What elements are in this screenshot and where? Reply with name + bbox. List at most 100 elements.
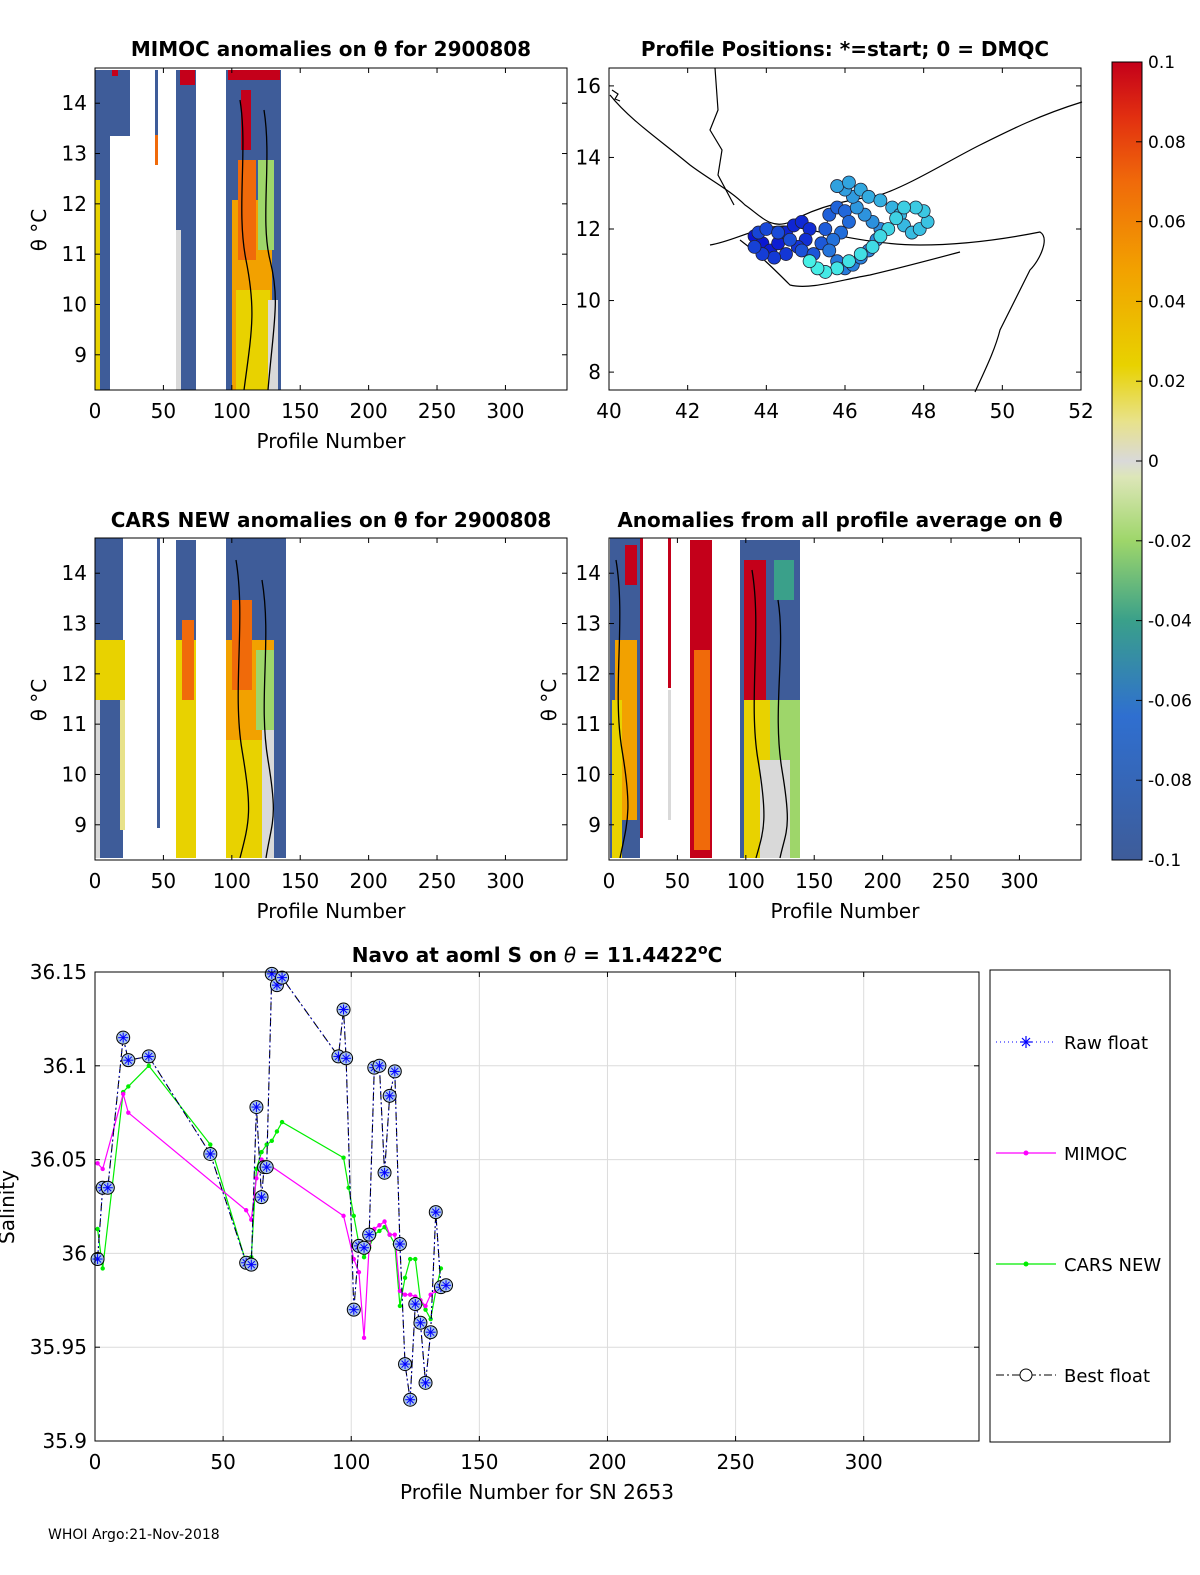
series-raw-float-marker bbox=[251, 1102, 262, 1113]
series-raw-float-marker bbox=[338, 1004, 349, 1015]
series-cars-new-point bbox=[377, 1228, 382, 1234]
y-tick-label: 12 bbox=[62, 192, 87, 216]
y-tick-label: 10 bbox=[62, 762, 87, 786]
series-mimoc-point bbox=[387, 1232, 392, 1237]
panel-salinity-xlabel: Profile Number for SN 2653 bbox=[400, 1480, 674, 1504]
profile-position-marker bbox=[889, 211, 904, 226]
y-tick-label: 12 bbox=[576, 217, 601, 241]
colorbar: 0.1 0.08 0.06 0.04 0.02 0 -0.02 -0.04 -0.06 -0.08… bbox=[1111, 53, 1192, 871]
series-raw-float-marker bbox=[359, 1242, 370, 1253]
series-mimoc-point bbox=[126, 1110, 131, 1115]
panel-average-axes: 0 50 100 150 200 250 300 9 10 11 12 13 14 bbox=[576, 538, 1081, 893]
series-mimoc-point bbox=[392, 1232, 397, 1237]
series-raw-float-line bbox=[97, 973, 447, 1400]
profile-position-marker bbox=[842, 254, 856, 269]
salinity-title-prefix: Navo at aoml S on bbox=[352, 943, 564, 967]
legend-item-cars-new: CARS NEW bbox=[996, 1255, 1161, 1276]
series-mimoc-point bbox=[254, 1176, 259, 1181]
profile-position-markers bbox=[747, 175, 935, 279]
x-tick-label: 46 bbox=[832, 399, 857, 423]
y-tick-label: 11 bbox=[62, 242, 87, 266]
x-tick-label: 200 bbox=[864, 869, 902, 893]
x-tick-label: 200 bbox=[350, 869, 388, 893]
series-cars-new-point bbox=[269, 1138, 274, 1144]
series-mimoc-point bbox=[377, 1223, 382, 1228]
panel-cars-frame bbox=[94, 537, 568, 861]
profile-position-marker bbox=[873, 193, 888, 208]
x-tick-label: 50 bbox=[151, 399, 176, 423]
panel-average-frame bbox=[608, 537, 1082, 861]
salinity-series bbox=[90, 966, 454, 1407]
series-raw-float-marker bbox=[261, 1162, 272, 1173]
y-tick-label: 10 bbox=[62, 292, 87, 316]
y-tick-label: 12 bbox=[62, 662, 87, 686]
series-mimoc-point bbox=[341, 1213, 346, 1219]
series-raw-float-marker bbox=[425, 1327, 436, 1338]
series-raw-float-marker bbox=[405, 1394, 416, 1405]
profile-position-marker bbox=[897, 200, 911, 215]
panel-average-title: Anomalies from all profile average on θ bbox=[617, 508, 1062, 532]
series-cars-new-point bbox=[279, 1119, 285, 1125]
series-mimoc-point bbox=[423, 1303, 428, 1309]
series-cars-new-point bbox=[126, 1084, 131, 1089]
panel-cars-title: CARS NEW anomalies on θ for 2900808 bbox=[111, 508, 552, 532]
y-tick-label: 9 bbox=[74, 343, 87, 367]
series-cars-new-line bbox=[96, 1064, 442, 1321]
x-tick-label: 250 bbox=[932, 869, 970, 893]
x-tick-label: 150 bbox=[281, 869, 319, 893]
series-raw-float-marker bbox=[348, 1304, 359, 1315]
profile-position-marker bbox=[818, 222, 833, 236]
y-tick-label: 14 bbox=[576, 145, 601, 169]
panel-cars: CARS NEW anomalies on θ for 2900808 0 50 1… bbox=[27, 508, 568, 923]
x-tick-label: 0 bbox=[603, 869, 616, 893]
x-tick-label: 100 bbox=[213, 399, 251, 423]
salinity-title-suffix: C bbox=[708, 943, 723, 967]
colorbar-tick-label: -0.02 bbox=[1148, 532, 1192, 552]
profile-position-marker bbox=[747, 239, 762, 254]
series-raw-float-marker bbox=[102, 1182, 113, 1193]
x-tick-label: 100 bbox=[727, 869, 765, 893]
colorbar-tick-label: 0.06 bbox=[1148, 213, 1186, 233]
series-cars-new-point bbox=[351, 1213, 356, 1219]
panel-mimoc-axes: 0 50 100 150 200 250 300 9 10 11 12 13 14 bbox=[62, 68, 567, 423]
panel-cars-ylabel: θ °C bbox=[27, 679, 51, 722]
x-tick-label: 0 bbox=[89, 399, 102, 423]
profile-position-marker bbox=[873, 229, 888, 244]
panel-average-xlabel: Profile Number bbox=[771, 899, 921, 923]
series-mimoc-point bbox=[382, 1219, 387, 1224]
profile-position-marker bbox=[771, 225, 786, 240]
series-raw-float-marker bbox=[394, 1239, 405, 1250]
y-tick-label: 9 bbox=[74, 813, 87, 837]
series-cars-new-point bbox=[397, 1303, 403, 1309]
salinity-title-sup: o bbox=[698, 942, 708, 958]
series-cars-new-point bbox=[264, 1142, 269, 1147]
series-raw-float-marker bbox=[92, 1254, 103, 1265]
series-cars-new-point bbox=[361, 1254, 367, 1260]
legend-item-raw-float: Raw float bbox=[996, 1033, 1148, 1054]
panel-salinity-title: Navo at aoml S on θ = 11.4422oC bbox=[352, 942, 723, 967]
x-tick-label: 150 bbox=[281, 399, 319, 423]
x-tick-label: 300 bbox=[1000, 869, 1038, 893]
x-tick-label: 50 bbox=[665, 869, 690, 893]
series-raw-float-marker bbox=[400, 1359, 411, 1370]
profile-position-marker bbox=[794, 243, 809, 258]
panel-positions: Profile Positions: *=start; 0 = DMQC 40 4… bbox=[576, 37, 1094, 423]
y-tick-label: 10 bbox=[576, 762, 601, 786]
series-raw-float-marker bbox=[246, 1259, 257, 1270]
colorbar-tick-label: 0.1 bbox=[1148, 53, 1175, 73]
legend-label: Raw float bbox=[1064, 1033, 1148, 1054]
x-tick-label: 150 bbox=[460, 1450, 498, 1474]
panel-salinity-axes: 0 50 100 150 200 250 300 35.9 35.95 36 36.05 36.1 36… bbox=[30, 960, 979, 1474]
series-raw-float-marker bbox=[123, 1055, 134, 1066]
panel-mimoc-ylabel: θ °C bbox=[27, 209, 51, 252]
series-mimoc-point bbox=[356, 1269, 362, 1275]
x-tick-label: 0 bbox=[89, 869, 102, 893]
x-tick-label: 300 bbox=[486, 399, 524, 423]
series-mimoc-point bbox=[243, 1208, 249, 1213]
series-raw-float-marker bbox=[205, 1148, 216, 1159]
colorbar-tick-label: 0.02 bbox=[1148, 372, 1186, 392]
x-tick-label: 100 bbox=[332, 1450, 370, 1474]
x-tick-label: 52 bbox=[1068, 399, 1093, 423]
y-tick-label: 14 bbox=[62, 91, 87, 115]
series-raw-float-marker bbox=[341, 1053, 352, 1064]
